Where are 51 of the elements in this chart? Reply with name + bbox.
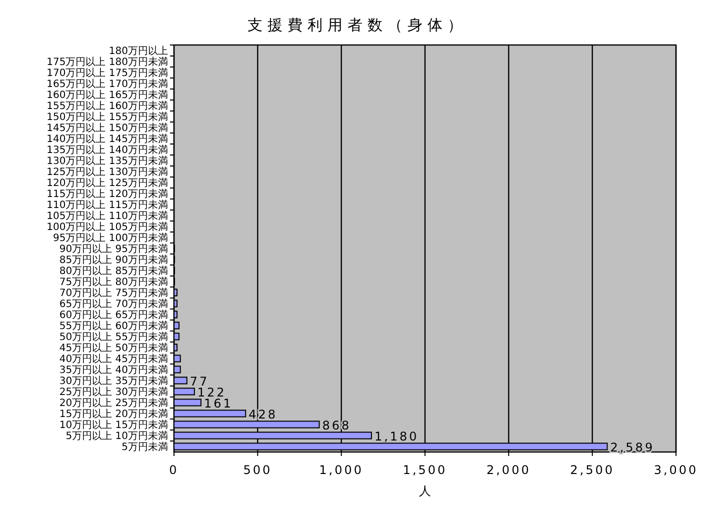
y-tick-label: 70万円以上 75万円未満 (59, 287, 168, 299)
y-tick-label: 30万円以上 35万円未満 (59, 375, 168, 387)
y-tick-label: 100万円以上 105万円未満 (46, 221, 168, 233)
data-label: 1,180 (374, 430, 419, 444)
x-tick-label: 3,000 (654, 463, 698, 477)
y-tick-label: 60万円以上 65万円未満 (59, 309, 168, 321)
y-tick-label: 160万円以上 165万円未満 (46, 89, 168, 101)
y-tick-label: 135万円以上 140万円未満 (46, 144, 168, 156)
y-tick-label: 20万円以上 25万円未満 (59, 397, 168, 409)
y-tick-label: 150万円以上 155万円未満 (46, 111, 168, 123)
y-tick-label: 5万円以上 10万円未満 (66, 430, 168, 442)
y-tick-label: 180万円以上 (108, 45, 168, 57)
y-tick-label: 140万円以上 145万円未満 (46, 133, 168, 145)
chart-title: 支援費利用者数（身体） (248, 16, 468, 34)
y-tick-label: 10万円以上 15万円未満 (59, 419, 168, 431)
data-label: 161 (204, 396, 233, 410)
data-label: 122 (197, 386, 226, 400)
y-tick-label: 50万円以上 55万円未満 (59, 331, 168, 343)
y-tick-label: 120万円以上 125万円未満 (46, 177, 168, 189)
x-tick-label: 500 (243, 463, 272, 477)
x-tick-label: 0 (169, 463, 179, 477)
y-tick-label: 80万円以上 85万円未満 (59, 265, 168, 277)
x-axis-title: 人 (419, 484, 431, 498)
y-tick-label: 90万円以上 95万円未満 (59, 243, 168, 255)
y-tick-label: 35万円以上 40万円未満 (59, 364, 168, 376)
y-tick-label: 130万円以上 135万円未満 (46, 155, 168, 167)
y-tick-label: 25万円以上 30万円未満 (59, 386, 168, 398)
y-tick-label: 85万円以上 90万円未満 (59, 254, 168, 266)
data-label: 2,589 (610, 440, 655, 454)
y-tick-label: 145万円以上 150万円未満 (46, 122, 168, 134)
y-tick-label: 45万円以上 50万円未満 (59, 342, 168, 354)
data-label: 77 (190, 374, 210, 388)
x-tick-label: 2,500 (570, 463, 615, 477)
y-tick-label: 105万円以上 110万円未満 (46, 210, 168, 222)
y-tick-label: 175万円以上 180万円未満 (46, 56, 168, 68)
y-tick-label: 65万円以上 70万円未満 (59, 298, 168, 310)
y-tick-label: 110万円以上 115万円未満 (46, 199, 168, 211)
y-tick-label: 155万円以上 160万円未満 (46, 100, 168, 112)
y-tick-label: 15万円以上 20万円未満 (59, 408, 168, 420)
y-tick-label: 40万円以上 45万円未満 (59, 353, 168, 365)
x-tick-label: 1,000 (319, 463, 364, 477)
y-tick-label: 165万円以上 170万円未満 (46, 78, 168, 90)
y-tick-label: 95万円以上 100万円未満 (53, 232, 168, 244)
x-tick-label: 2,000 (486, 463, 531, 477)
y-tick-label: 5万円未満 (122, 441, 168, 453)
y-tick-label: 75万円以上 80万円未満 (59, 276, 168, 288)
x-tick-label: 1,500 (402, 463, 448, 477)
y-tick-label: 170万円以上 175万円未満 (46, 67, 168, 79)
y-tick-label: 55万円以上 60万円未満 (59, 320, 168, 332)
y-tick-label: 125万円以上 130万円未満 (46, 166, 168, 178)
y-tick-label: 115万円以上 120万円未満 (46, 188, 168, 200)
